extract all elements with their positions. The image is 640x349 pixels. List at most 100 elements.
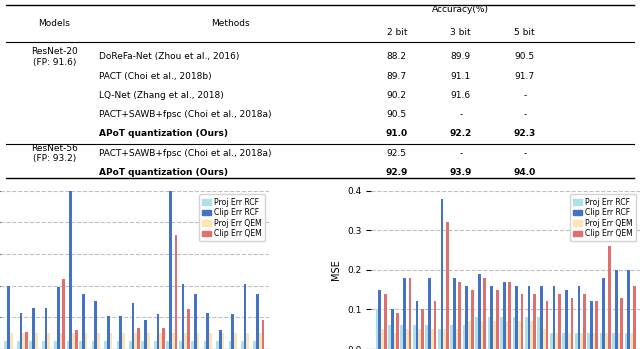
Text: -: - xyxy=(523,149,527,158)
Bar xyxy=(376,310,378,349)
Bar xyxy=(471,290,474,349)
Bar xyxy=(612,333,615,349)
Bar xyxy=(440,199,444,349)
Bar xyxy=(104,341,107,349)
Bar xyxy=(577,285,580,349)
Bar xyxy=(162,328,165,349)
Bar xyxy=(244,284,246,349)
Bar xyxy=(20,313,22,349)
Bar xyxy=(256,294,259,349)
Y-axis label: MSE: MSE xyxy=(332,259,341,280)
Bar xyxy=(568,333,570,349)
Bar xyxy=(590,302,593,349)
Bar xyxy=(533,294,536,349)
Text: LQ-Net (Zhang et al., 2018): LQ-Net (Zhang et al., 2018) xyxy=(99,91,224,100)
Bar xyxy=(531,321,533,349)
Bar xyxy=(438,329,440,349)
Bar xyxy=(525,317,528,349)
Bar xyxy=(137,328,140,349)
Bar xyxy=(478,274,481,349)
Bar xyxy=(79,341,82,349)
Bar xyxy=(403,278,406,349)
Bar xyxy=(54,341,57,349)
Text: 89.7: 89.7 xyxy=(387,72,407,81)
Text: 88.2: 88.2 xyxy=(387,52,407,61)
Bar xyxy=(620,298,623,349)
Text: 93.9: 93.9 xyxy=(450,168,472,177)
Text: -: - xyxy=(459,110,463,119)
Bar xyxy=(513,317,515,349)
Bar xyxy=(17,341,20,349)
Bar xyxy=(228,341,231,349)
Text: ResNet-56
(FP: 93.2): ResNet-56 (FP: 93.2) xyxy=(31,143,78,163)
Text: APoT quantization (Ours): APoT quantization (Ours) xyxy=(99,129,228,139)
Legend: Proj Err RCF, Clip Err RCF, Proj Err QEM, Clip Err QEM: Proj Err RCF, Clip Err RCF, Proj Err QEM… xyxy=(199,194,265,241)
Bar xyxy=(109,333,112,349)
Bar xyxy=(169,191,172,349)
Bar xyxy=(29,341,32,349)
Bar xyxy=(154,341,157,349)
Bar xyxy=(84,333,88,349)
Bar xyxy=(207,313,209,349)
Bar xyxy=(10,333,13,349)
Bar xyxy=(7,285,10,349)
Bar xyxy=(396,313,399,349)
Bar xyxy=(538,317,540,349)
Bar xyxy=(444,329,446,349)
Bar xyxy=(221,333,225,349)
Bar xyxy=(246,333,249,349)
Bar xyxy=(583,294,586,349)
Bar xyxy=(32,308,35,349)
Bar xyxy=(500,317,503,349)
Bar xyxy=(602,278,605,349)
Text: DoReFa-Net (Zhou et al., 2016): DoReFa-Net (Zhou et al., 2016) xyxy=(99,52,239,61)
Text: -: - xyxy=(523,91,527,100)
Bar xyxy=(552,285,556,349)
Text: 91.7: 91.7 xyxy=(515,72,535,81)
Bar xyxy=(570,298,573,349)
Bar xyxy=(600,333,602,349)
Bar xyxy=(147,333,150,349)
Text: 92.3: 92.3 xyxy=(514,129,536,139)
Bar xyxy=(546,302,548,349)
Bar xyxy=(413,325,415,349)
Bar xyxy=(179,341,182,349)
Bar xyxy=(456,329,458,349)
Bar xyxy=(428,278,431,349)
Bar xyxy=(122,333,125,349)
Text: PACT+SAWB+fpsc (Choi et al., 2018a): PACT+SAWB+fpsc (Choi et al., 2018a) xyxy=(99,149,272,158)
Text: Models: Models xyxy=(38,19,70,28)
Bar xyxy=(463,325,465,349)
Bar xyxy=(394,333,396,349)
Bar xyxy=(47,333,50,349)
Text: 92.5: 92.5 xyxy=(387,149,407,158)
Text: 92.9: 92.9 xyxy=(386,168,408,177)
Text: 92.2: 92.2 xyxy=(450,129,472,139)
Bar xyxy=(493,321,496,349)
Bar xyxy=(458,282,461,349)
Bar xyxy=(540,285,543,349)
Bar xyxy=(558,294,561,349)
Bar xyxy=(528,285,531,349)
Bar xyxy=(119,316,122,349)
Text: Accuracy(%): Accuracy(%) xyxy=(432,5,490,14)
Bar xyxy=(446,222,449,349)
Text: 91.1: 91.1 xyxy=(451,72,471,81)
Bar xyxy=(42,341,45,349)
Bar xyxy=(415,302,419,349)
Text: ResNet-20
(FP: 91.6): ResNet-20 (FP: 91.6) xyxy=(31,47,78,67)
Bar xyxy=(182,284,184,349)
Bar xyxy=(593,333,595,349)
Bar xyxy=(433,302,436,349)
Bar xyxy=(518,321,521,349)
Bar xyxy=(605,333,608,349)
Bar xyxy=(191,341,194,349)
Bar xyxy=(421,310,424,349)
Bar xyxy=(550,333,552,349)
Bar xyxy=(426,325,428,349)
Bar xyxy=(633,285,636,349)
Text: 91.0: 91.0 xyxy=(386,129,408,139)
Bar xyxy=(419,329,421,349)
Bar xyxy=(488,317,490,349)
Text: 94.0: 94.0 xyxy=(514,168,536,177)
